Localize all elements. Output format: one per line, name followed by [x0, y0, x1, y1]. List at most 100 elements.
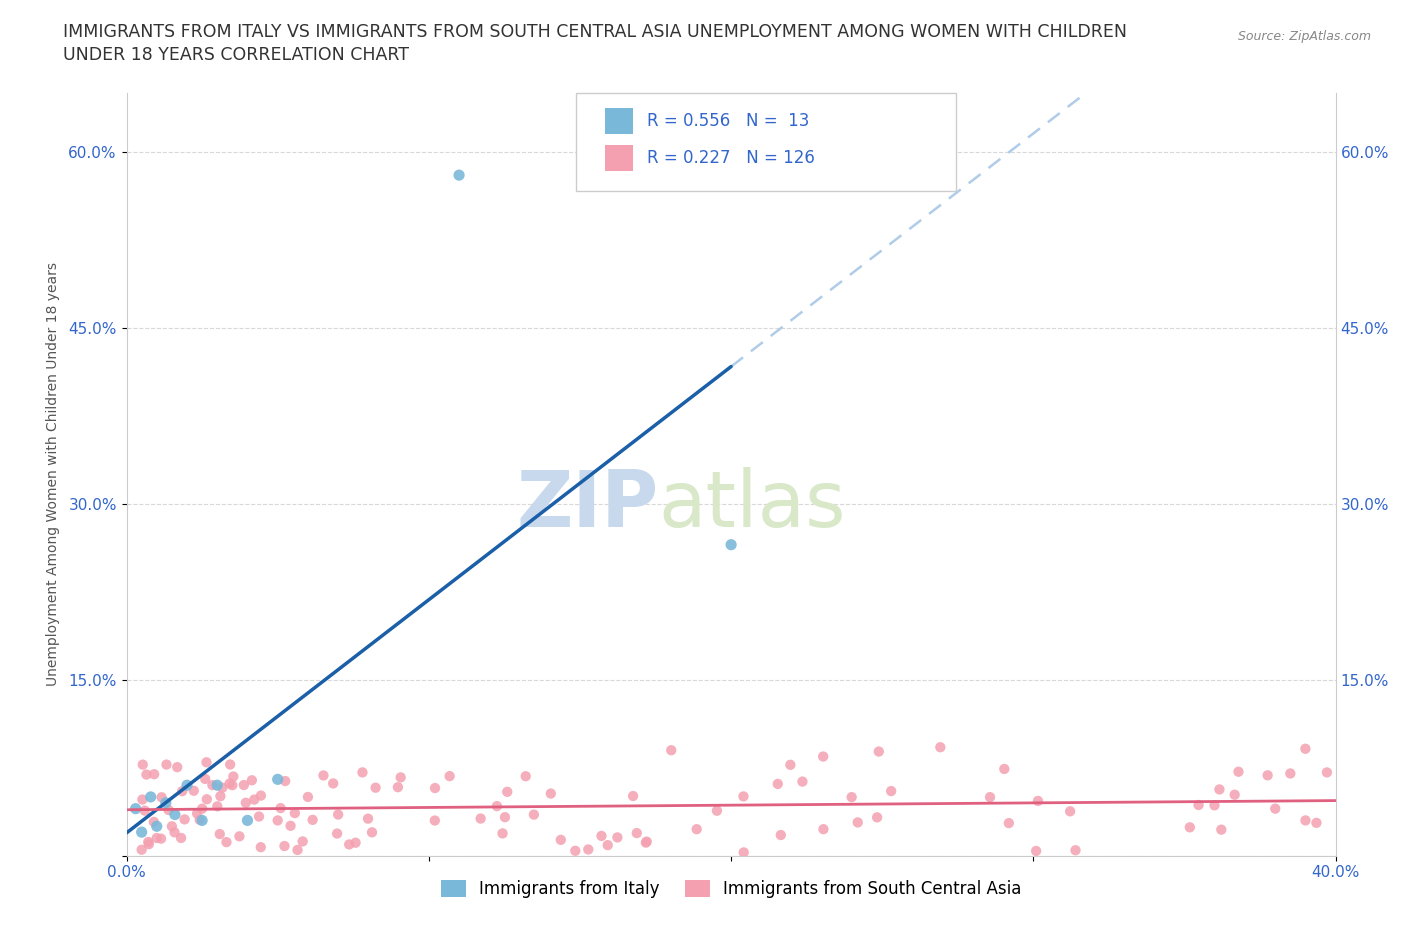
Point	[131, 792, 153, 807]
Text: atlas: atlas	[658, 467, 846, 543]
Legend: Immigrants from Italy, Immigrants from South Central Asia: Immigrants from Italy, Immigrants from S…	[434, 873, 1028, 905]
Point	[364, 780, 387, 795]
Point	[270, 801, 292, 816]
Point	[176, 777, 198, 792]
Point	[194, 772, 217, 787]
Point	[173, 812, 195, 827]
Point	[846, 815, 869, 830]
Point	[659, 743, 682, 758]
Point	[232, 777, 254, 792]
Point	[387, 779, 409, 794]
Point	[1279, 766, 1302, 781]
Point	[439, 769, 461, 784]
Point	[779, 757, 801, 772]
Point	[163, 807, 186, 822]
Point	[352, 765, 374, 780]
Point	[496, 784, 519, 799]
Point	[150, 831, 173, 846]
Point	[1257, 768, 1279, 783]
Point	[813, 822, 835, 837]
Point	[636, 834, 658, 849]
Point	[1223, 788, 1246, 803]
Point	[470, 811, 492, 826]
Point	[267, 813, 290, 828]
Point	[301, 813, 323, 828]
Point	[195, 791, 218, 806]
Point	[267, 772, 290, 787]
Point	[540, 786, 562, 801]
Point	[880, 784, 903, 799]
Point	[733, 845, 755, 860]
Point	[157, 803, 180, 817]
Point	[326, 826, 349, 841]
Point	[1059, 804, 1081, 818]
Point	[273, 839, 295, 854]
Point	[576, 842, 599, 857]
Point	[357, 811, 380, 826]
Point	[706, 804, 728, 818]
Point	[1264, 802, 1286, 817]
Point	[1025, 844, 1047, 858]
Point	[515, 769, 537, 784]
Point	[208, 827, 231, 842]
Point	[1211, 822, 1233, 837]
Point	[720, 538, 742, 552]
Point	[811, 749, 834, 764]
Point	[634, 835, 657, 850]
Point	[550, 832, 572, 847]
Point	[1294, 813, 1316, 828]
Point	[183, 783, 205, 798]
Point	[143, 766, 166, 781]
Point	[769, 828, 792, 843]
Point	[564, 844, 586, 858]
Point	[170, 830, 193, 845]
Point	[792, 774, 814, 789]
Point	[606, 830, 628, 844]
Point	[297, 790, 319, 804]
Point	[191, 802, 214, 817]
Point	[361, 825, 384, 840]
Point	[1227, 764, 1250, 779]
Point	[209, 789, 232, 804]
Point	[733, 789, 755, 804]
Point	[155, 757, 177, 772]
Point	[494, 810, 516, 825]
Point	[240, 773, 263, 788]
Point	[447, 167, 470, 182]
Point	[841, 790, 863, 804]
Point	[1026, 793, 1049, 808]
Point	[249, 840, 271, 855]
Point	[686, 822, 709, 837]
Point	[146, 818, 169, 833]
Point	[211, 780, 233, 795]
Point	[166, 760, 188, 775]
Point	[215, 835, 238, 850]
Text: R = 0.556   N =  13: R = 0.556 N = 13	[647, 112, 808, 130]
Point	[280, 818, 302, 833]
Point	[219, 757, 242, 772]
Point	[186, 806, 208, 821]
Point	[163, 825, 186, 840]
Point	[979, 790, 1001, 804]
Text: Source: ZipAtlas.com: Source: ZipAtlas.com	[1237, 30, 1371, 43]
Point	[172, 784, 194, 799]
Point	[929, 739, 952, 754]
Point	[132, 757, 155, 772]
Point	[326, 807, 350, 822]
Point	[1187, 798, 1209, 813]
Point	[1064, 843, 1087, 857]
Point	[205, 777, 228, 792]
Point	[1208, 782, 1230, 797]
Point	[150, 790, 173, 804]
Point	[621, 789, 644, 804]
Point	[626, 826, 648, 841]
Point	[221, 777, 243, 792]
Point	[243, 792, 266, 807]
Point	[1316, 765, 1339, 780]
Point	[207, 799, 229, 814]
Point	[228, 829, 250, 844]
Point	[250, 788, 273, 803]
Point	[1178, 820, 1201, 835]
Point	[235, 795, 257, 810]
Point	[124, 802, 146, 817]
